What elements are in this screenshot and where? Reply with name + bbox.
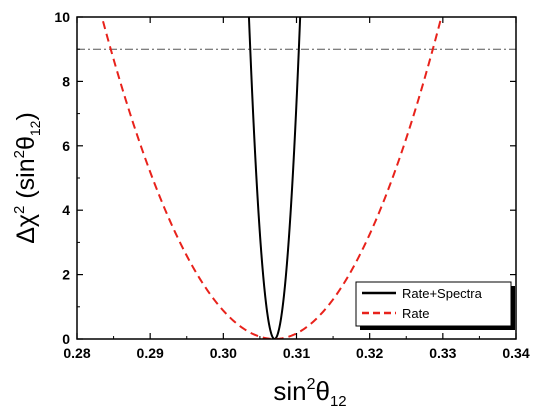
x-tick-label: 0.28 bbox=[63, 345, 90, 361]
y-axis-title: Δχ2 (sin2θ12) bbox=[11, 112, 43, 244]
legend-box bbox=[355, 281, 512, 327]
y-tick-label: 0 bbox=[62, 331, 70, 347]
x-tick-label: 0.29 bbox=[137, 345, 164, 361]
legend-label-rate-spectra: Rate+Spectra bbox=[402, 286, 483, 301]
x-tick-label: 0.32 bbox=[356, 345, 383, 361]
y-tick-label: 4 bbox=[62, 202, 70, 218]
x-tick-label: 0.33 bbox=[429, 345, 456, 361]
x-tick-label: 0.30 bbox=[210, 345, 237, 361]
legend: Rate+Spectra Rate bbox=[355, 281, 515, 330]
series-line-rate-spectra bbox=[247, 17, 302, 339]
y-tick-label: 10 bbox=[54, 9, 70, 25]
series-line-rate bbox=[100, 17, 443, 339]
legend-label-rate: Rate bbox=[402, 306, 429, 321]
y-tick-label: 6 bbox=[62, 138, 70, 154]
y-tick-label: 2 bbox=[62, 267, 70, 283]
x-tick-label: 0.31 bbox=[283, 345, 310, 361]
x-tick-label: 0.34 bbox=[502, 345, 529, 361]
x-axis-title: sin2θ12 bbox=[273, 376, 346, 410]
y-tick-label: 8 bbox=[62, 73, 70, 89]
